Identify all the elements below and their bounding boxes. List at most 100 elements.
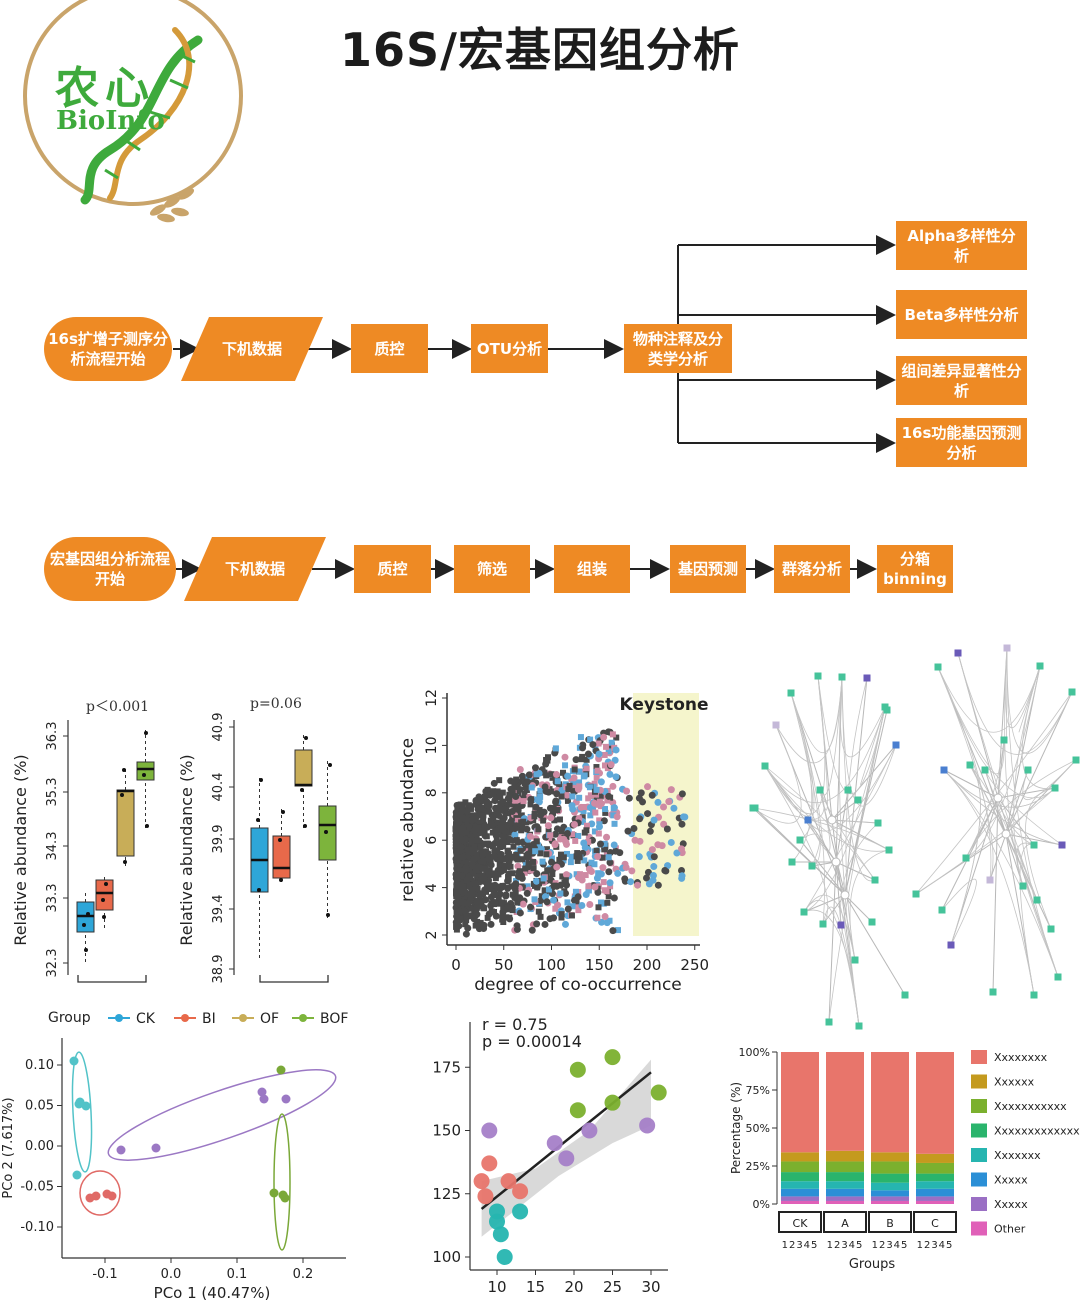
network-edge [984,769,1035,846]
network-node [808,862,816,870]
boxplot-point [86,912,90,916]
scatter-point [564,899,571,906]
stack-segment [871,1052,909,1153]
scatter-point [678,872,686,880]
scatter-point [452,832,460,840]
scatter-point [482,896,490,904]
boxplot-point [84,948,88,952]
scatter-point [596,817,603,824]
boxplot-point [82,923,86,927]
scatter-point [607,761,615,769]
scatter-point [517,847,524,854]
stack-segment [916,1052,954,1154]
scatter-point [554,901,562,909]
boxplot-point [300,788,304,792]
scatter-point [466,822,473,829]
scatter-point [575,907,582,914]
scatter-point [457,915,464,922]
pcoa-point [75,1097,85,1107]
scatter-point [460,883,467,890]
corr-point [639,1117,656,1134]
scatter-point [552,807,559,814]
stack-segment [781,1172,819,1182]
scatter-point [583,822,590,829]
logo [23,0,243,223]
scatter-point [487,920,495,928]
scatter-point [576,871,583,878]
stack-legend-label: Xxxxxx [994,1076,1035,1089]
pcoa-ellipse-ck [71,1051,93,1173]
scatter-point [584,750,592,758]
scatter-point [605,854,612,861]
network-edge [957,652,1038,901]
network-edge [844,709,888,896]
corr-point [512,1183,529,1200]
stack-legend-swatch [971,1148,987,1162]
boxplot-point [256,818,260,822]
scatter-point [551,841,559,849]
scatter-point [643,874,651,882]
scatter-point [578,756,585,763]
scatter-point [595,750,603,758]
scatter-point [562,889,570,897]
scatter-point [518,827,525,834]
scatter-point [580,808,587,815]
pcoa-point [72,1170,82,1180]
scatter-point [558,793,565,800]
scatter-point [487,886,494,893]
scatter-ytick: 8 [424,788,440,797]
corr-point [569,1061,586,1078]
boxplot-point [304,736,308,740]
scatter-point [458,905,465,912]
scatter-point [543,851,550,858]
stack-segment [781,1200,819,1204]
network-node [885,846,893,854]
scatter-point [503,914,510,921]
scatter-point [595,870,602,877]
network-node [819,920,827,928]
network-edge [752,807,890,851]
scatter-point [473,910,481,918]
scatter-point [496,862,503,869]
boxplot-ytick: 40.4 [211,773,226,802]
scatter-point [453,926,460,933]
scatter-point [586,804,594,812]
stack-xlabel: Groups [849,1257,896,1272]
scatter-point [595,830,602,837]
stack-ytick: 0% [753,1198,770,1211]
boxplot-ytick: 32.3 [45,949,60,978]
scatter-point [569,805,577,813]
scatter-point [524,883,531,890]
scatter-point [537,793,544,800]
scatter-point [516,909,524,917]
network-node [1051,784,1059,792]
stack-segment [781,1196,819,1201]
scatter-point [601,913,609,921]
scatter-point [650,863,658,871]
pcoa-xtick: 0.0 [161,1267,182,1282]
scatter-point [510,853,517,860]
network-edge [819,789,876,881]
network-edge [807,819,837,863]
scatter-point [548,771,555,778]
scatter-point [591,883,599,891]
scatter-point [475,805,482,812]
network-node [851,956,859,964]
scatter-point [460,907,468,915]
network-node [863,674,871,682]
pcoa-point [269,1188,279,1198]
scatter-point [635,794,643,802]
scatter-point [561,920,569,928]
network-edge [941,797,999,911]
scatter-point [667,786,675,794]
scatter-point [537,811,545,819]
scatter-point [570,774,578,782]
scatter-point [563,881,571,889]
scatter-point [487,817,494,824]
network-node [787,689,795,697]
boxplot-ytick: 33.3 [45,884,60,913]
scatter-point [595,740,602,747]
scatter-point [520,798,527,805]
scatter-point [457,801,464,808]
